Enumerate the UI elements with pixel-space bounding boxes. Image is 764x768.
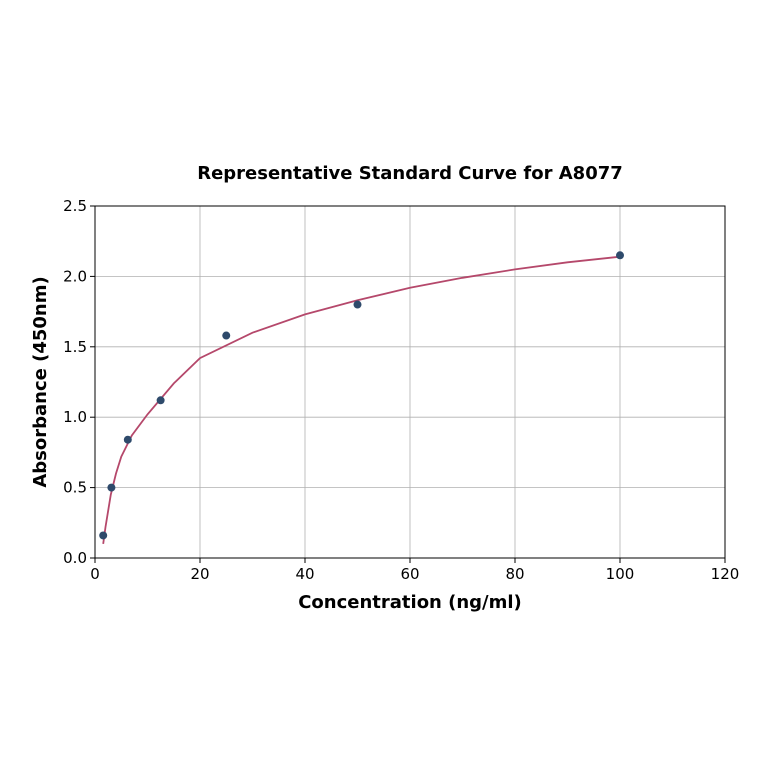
x-tick-label: 80: [505, 565, 524, 583]
x-tick-label: 100: [606, 565, 635, 583]
axis-ticks: 0 20 40 60 80 100 120 0.0 0.5 1.0 1.5 2.0 2.5: [63, 197, 739, 583]
data-point: [107, 483, 116, 492]
plot-frame: [94, 205, 726, 559]
data-point: [123, 435, 132, 444]
data-point: [99, 531, 108, 540]
data-points: [99, 251, 624, 540]
data-point: [616, 251, 624, 260]
y-tick-label: 2.0: [63, 267, 87, 285]
y-tick-label: 0.0: [63, 549, 87, 567]
x-tick-label: 20: [190, 565, 209, 583]
data-point: [156, 396, 165, 405]
x-tick-label: 120: [711, 565, 740, 583]
chart-title: Representative Standard Curve for A8077: [197, 163, 623, 184]
y-tick-label: 1.5: [63, 338, 87, 356]
grid: [94, 205, 726, 559]
x-tick-label: 0: [90, 565, 100, 583]
data-point: [222, 331, 231, 340]
x-tick-label: 40: [295, 565, 314, 583]
fit-curve: [102, 255, 621, 545]
x-axis-label: Concentration (ng/ml): [298, 592, 522, 613]
x-tick-label: 60: [400, 565, 419, 583]
y-tick-label: 2.5: [63, 197, 87, 215]
y-tick-label: 0.5: [63, 479, 87, 497]
data-point: [353, 300, 362, 309]
y-axis-label: Absorbance (450nm): [30, 276, 51, 487]
y-tick-label: 1.0: [63, 408, 87, 426]
